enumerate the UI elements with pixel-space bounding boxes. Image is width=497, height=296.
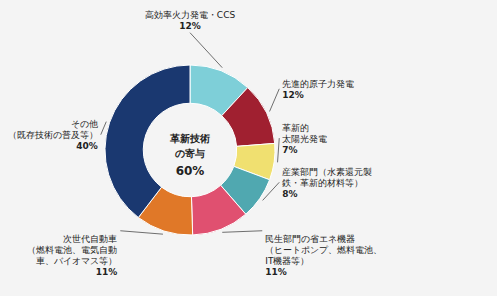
leader-line [120,231,163,234]
category-label: 先進的原子力発電 [282,79,354,89]
center-text: 革新技術 [169,133,210,144]
chart: 高効率火力発電・CCS12%先進的原子力発電12%革新的太陽光発電7%産業部門（… [0,0,497,296]
leader-line [222,231,262,233]
data-label: 8% [282,189,297,199]
leader-line [270,89,280,112]
slices [105,65,275,235]
slice [191,185,245,235]
data-label: 12% [179,21,201,31]
category-label: 次世代自動車（燃料電池、電気自動車、バイオマス等） [27,234,117,266]
category-label: 革新的太陽光発電 [282,123,327,144]
data-label: 11% [96,267,118,277]
leader-line [190,33,222,68]
slice [222,88,275,147]
leader-line [263,182,280,200]
data-label: 11% [265,267,287,277]
data-label: 7% [282,145,297,155]
category-label: 産業部門（水素還元製鉄・革新的材料等） [282,167,372,188]
data-label: 40% [76,141,98,151]
category-label: 高効率火力発電・CCS [145,10,236,20]
leader-line [101,122,107,135]
category-label: その他（既存技術の普及等） [8,119,98,140]
center-text: の寄与 [175,148,205,159]
center-text: 60% [176,164,205,178]
leader-line [278,138,280,162]
labels: 高効率火力発電・CCS12%先進的原子力発電12%革新的太陽光発電7%産業部門（… [8,10,383,277]
category-label: 民生部門の省エネ機器（ヒートポンプ、燃料電池、IT機器等） [265,234,382,266]
data-label: 12% [282,90,304,100]
